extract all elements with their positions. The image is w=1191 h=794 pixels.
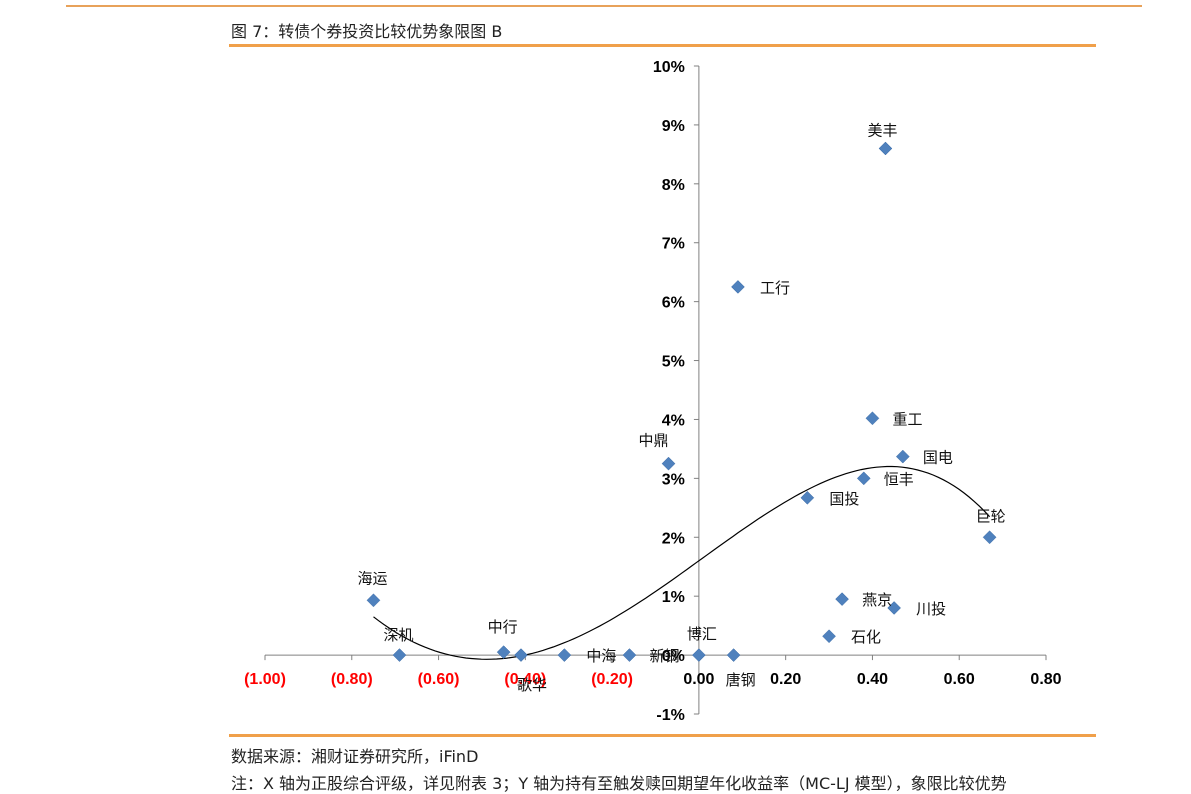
data-point-label: 歌华 — [517, 676, 547, 694]
data-point-marker — [731, 280, 745, 294]
y-tick-label: 8% — [662, 177, 685, 194]
data-point-label: 深机 — [384, 626, 414, 644]
data-point-marker — [800, 490, 815, 505]
x-tick-label: (1.00) — [244, 671, 286, 688]
trendline — [373, 465, 991, 660]
data-point-label: 中海 — [586, 647, 616, 665]
y-tick-label: 3% — [662, 471, 685, 488]
x-tick-label: 0.40 — [857, 671, 888, 688]
x-tick-label: (0.40) — [504, 671, 546, 688]
axes: (1.00) (0.80) (0.60) (0.40) (0.20) 0.00 0.20 0.… — [244, 59, 1062, 724]
figure-title: 图 7：转债个券投资比较优势象限图 B — [231, 22, 503, 41]
x-tick-label: (0.80) — [331, 671, 373, 688]
data-point-label: 中行 — [488, 618, 518, 636]
y-tick-label: 9% — [662, 118, 685, 135]
point-labels-group: 美丰工行重工国电 中鼎恒丰国投巨轮海运燕京川投石化 深机 中行歌华 中海 新钢博汇唐钢 — [357, 121, 1005, 694]
x-tick-label: 0.00 — [683, 671, 714, 688]
data-point-label: 川投 — [916, 600, 946, 618]
trendline-group — [373, 465, 991, 660]
data-point-label: 燕京 — [862, 591, 892, 609]
data-point-label: 博汇 — [687, 625, 717, 643]
y-tick-label: 10% — [653, 59, 685, 76]
data-point-label: 国电 — [923, 449, 953, 467]
top-rule — [66, 5, 1142, 7]
data-point-marker — [982, 530, 997, 545]
data-point-label: 新钢 — [649, 647, 679, 665]
y-tick-label: 7% — [662, 236, 685, 253]
x-tick-label: 0.60 — [944, 671, 975, 688]
data-point-marker — [895, 449, 910, 464]
x-tick-label: 0.20 — [770, 671, 801, 688]
x-tick-label: (0.60) — [418, 671, 460, 688]
y-tick-label: -1% — [656, 707, 684, 724]
bottom-rule — [229, 734, 1096, 737]
data-point-marker — [692, 648, 706, 662]
data-point-marker — [622, 648, 637, 662]
data-point-marker — [661, 456, 676, 471]
y-tick-label: 6% — [662, 295, 685, 312]
data-point-label: 国投 — [829, 490, 859, 508]
data-point-marker — [822, 629, 836, 644]
footnote: 注：X 轴为正股综合评级，详见附表 3；Y 轴为持有至触发赎回期望年化收益率（M… — [231, 774, 1007, 793]
data-point-label: 美丰 — [867, 121, 897, 139]
data-point-label: 海运 — [357, 569, 387, 587]
data-point-label: 唐钢 — [726, 671, 756, 689]
y-tick-label: 1% — [662, 589, 685, 606]
points-group — [366, 141, 997, 662]
data-point-marker — [878, 141, 893, 156]
x-tick-label: (0.20) — [591, 671, 633, 688]
data-point-label: 工行 — [760, 279, 790, 297]
data-point-marker — [835, 592, 849, 606]
y-tick-label: 4% — [662, 412, 685, 429]
data-point-label: 中鼎 — [639, 432, 669, 450]
data-point-marker — [392, 648, 407, 662]
y-tick-label: 5% — [662, 354, 685, 371]
data-point-marker — [496, 645, 511, 659]
data-point-label: 巨轮 — [976, 507, 1006, 525]
data-point-marker — [366, 593, 381, 608]
data-point-marker — [726, 648, 741, 662]
data-point-marker — [887, 601, 901, 615]
data-point-marker — [557, 648, 572, 662]
data-point-marker — [856, 471, 871, 486]
y-tick-label: 0% — [662, 648, 685, 665]
data-point-label: 重工 — [892, 410, 922, 428]
source-note: 数据来源：湘财证券研究所，iFinD — [231, 747, 479, 766]
data-point-label: 恒丰 — [884, 470, 914, 488]
data-point-marker — [514, 648, 528, 662]
x-tick-label: 0.80 — [1030, 671, 1061, 688]
data-point-label: 石化 — [851, 628, 881, 646]
y-tick-label: 2% — [662, 530, 685, 547]
data-point-marker — [865, 411, 880, 426]
title-rule — [229, 44, 1096, 47]
